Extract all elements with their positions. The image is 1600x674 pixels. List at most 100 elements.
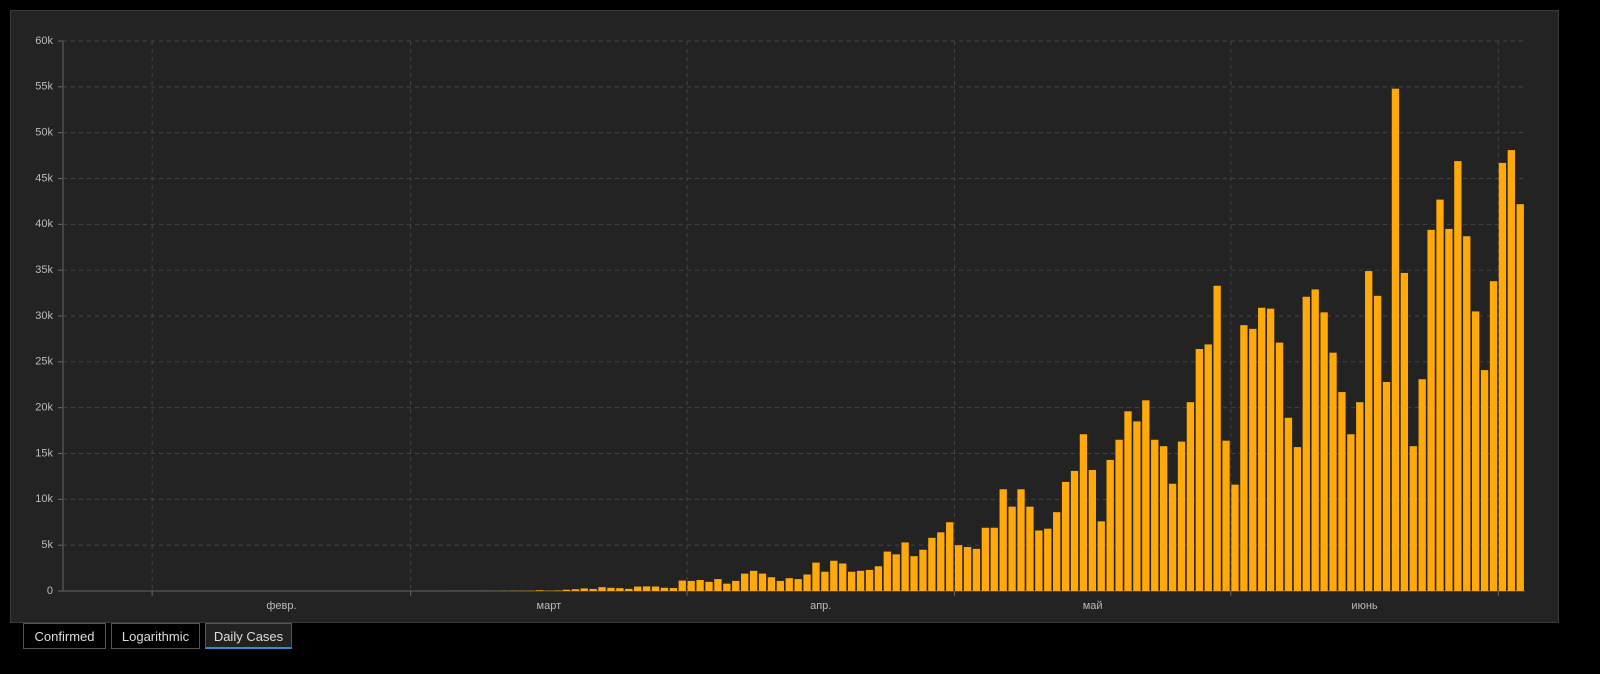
bar xyxy=(696,580,704,591)
x-tick-label: март xyxy=(537,600,562,612)
bar xyxy=(651,586,660,591)
bar xyxy=(1115,439,1123,591)
bar xyxy=(1079,434,1088,591)
bar xyxy=(1133,421,1141,591)
bar xyxy=(1053,512,1061,591)
bar xyxy=(714,579,722,591)
bar xyxy=(1213,285,1221,591)
bar xyxy=(571,589,579,591)
bar xyxy=(580,588,588,591)
bar xyxy=(901,542,909,591)
bar xyxy=(1204,344,1212,591)
bar xyxy=(553,590,562,591)
bar xyxy=(1507,150,1515,592)
bar xyxy=(1472,311,1480,591)
bar xyxy=(1284,417,1293,591)
bar xyxy=(1365,271,1373,591)
bar xyxy=(981,527,990,591)
bar xyxy=(1151,439,1159,591)
bar xyxy=(723,583,731,591)
bar xyxy=(1400,272,1409,591)
bar xyxy=(1320,312,1328,591)
bar xyxy=(946,522,954,591)
y-tick-label: 30k xyxy=(35,310,53,322)
bar xyxy=(1373,295,1382,591)
bar xyxy=(1480,370,1489,591)
x-tick-label: июнь xyxy=(1351,600,1377,612)
bar xyxy=(705,581,713,591)
bar xyxy=(1498,162,1507,591)
bar xyxy=(1177,441,1186,591)
bar xyxy=(1249,328,1257,591)
bar xyxy=(1391,88,1400,592)
bar xyxy=(1035,530,1043,591)
bar xyxy=(794,579,802,591)
bar xyxy=(1436,199,1444,592)
x-tick-label: февр. xyxy=(266,600,296,612)
bar xyxy=(874,566,883,591)
y-tick-label: 45k xyxy=(35,172,53,184)
bar xyxy=(1266,308,1275,591)
bar xyxy=(785,578,793,591)
bar xyxy=(642,586,651,591)
bar xyxy=(669,588,678,591)
bar xyxy=(919,549,927,591)
bar xyxy=(1356,402,1364,591)
bar xyxy=(1222,440,1230,591)
x-tick-label: апр. xyxy=(810,600,831,612)
bar xyxy=(990,527,998,591)
bar xyxy=(1463,236,1471,591)
y-tick-label: 60k xyxy=(35,35,53,47)
bar xyxy=(1382,382,1391,591)
y-tick-label: 20k xyxy=(35,402,53,414)
bar xyxy=(1231,484,1239,591)
y-tick-label: 55k xyxy=(35,81,53,93)
bar xyxy=(625,588,633,591)
y-tick-label: 0 xyxy=(47,585,53,597)
y-tick-label: 40k xyxy=(35,218,53,230)
bar xyxy=(1258,307,1266,591)
bar xyxy=(1160,446,1168,591)
bar xyxy=(1311,289,1319,591)
bar xyxy=(562,589,571,591)
bar xyxy=(1061,481,1070,591)
bar xyxy=(847,571,856,591)
bar xyxy=(634,586,642,591)
tab-button[interactable]: Logarithmic xyxy=(111,623,200,649)
bar xyxy=(535,590,544,591)
y-tick-label: 10k xyxy=(35,493,53,505)
bar xyxy=(1516,204,1524,591)
y-tick-label: 50k xyxy=(35,127,53,139)
bar xyxy=(589,588,597,591)
bar xyxy=(758,573,767,591)
bar xyxy=(830,560,838,591)
bar xyxy=(1044,528,1052,591)
chart: 0 5k 10k 15k 20k 25k 30k 35k 40k 45k 50k 55k 60k февр… xyxy=(10,10,1559,623)
bar xyxy=(1088,470,1096,591)
bar xyxy=(812,562,820,591)
bar xyxy=(1017,489,1025,591)
bar xyxy=(963,547,972,591)
tab-button[interactable]: Confirmed xyxy=(23,623,106,649)
bar xyxy=(839,563,847,591)
bar xyxy=(607,587,615,591)
bar xyxy=(1142,400,1150,591)
bar xyxy=(937,532,945,591)
bar xyxy=(1418,379,1426,591)
bar xyxy=(660,587,669,591)
y-tick-label: 15k xyxy=(35,447,53,459)
bar xyxy=(732,580,740,591)
bar xyxy=(1445,228,1453,591)
bar xyxy=(821,571,829,591)
y-tick-label: 5k xyxy=(41,539,53,551)
bar xyxy=(910,556,918,591)
tab-button[interactable]: Daily Cases xyxy=(205,623,292,649)
bar xyxy=(1124,411,1132,591)
bar xyxy=(767,577,776,591)
bar xyxy=(1240,325,1248,591)
bar xyxy=(1008,506,1016,591)
bar xyxy=(892,554,900,591)
bar xyxy=(856,570,865,591)
bar xyxy=(999,489,1007,591)
